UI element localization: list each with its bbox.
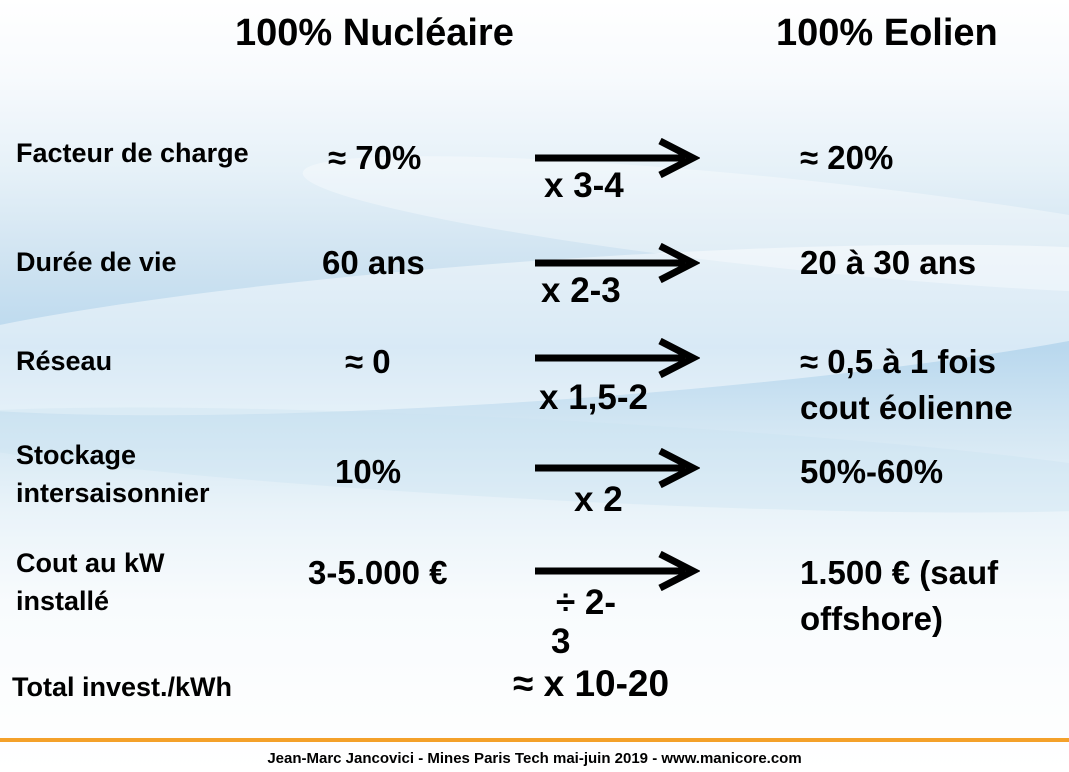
wind-value-lifetime: 20 à 30 ans	[800, 244, 977, 281]
footer-divider	[0, 738, 1069, 742]
row-label-load-factor: Facteur de charge	[16, 138, 249, 168]
arrow-right-icon	[535, 448, 700, 488]
factor-load-factor: x 3-4	[544, 166, 624, 205]
nuclear-value-lifetime: 60 ans	[322, 244, 425, 281]
row-label-storage-line1: Stockage	[16, 440, 137, 470]
row-label-lifetime: Durée de vie	[16, 247, 177, 277]
row-label-grid: Réseau	[16, 346, 113, 376]
factor-cost-line1: ÷ 2-	[556, 583, 617, 622]
factor-storage: x 2	[574, 480, 623, 519]
nuclear-value-load-factor: ≈ 70%	[328, 139, 422, 176]
arrow-right-icon	[535, 338, 700, 378]
header-wind: 100% Eolien	[776, 12, 998, 54]
wind-value-grid-line2: cout éolienne	[800, 389, 1013, 426]
nuclear-value-grid: ≈ 0	[345, 343, 391, 380]
arrow-right-icon	[535, 551, 700, 591]
arrow-right-icon	[535, 243, 700, 283]
total-label: Total invest./kWh	[12, 672, 233, 702]
footer-credit: Jean-Marc Jancovici - Mines Paris Tech m…	[267, 750, 802, 767]
row-label-cost-line1: Cout au kW	[16, 548, 165, 578]
nuclear-value-storage: 10%	[335, 453, 402, 490]
arrow-right-icon	[535, 138, 700, 178]
row-label-cost-line2: installé	[16, 586, 110, 616]
total-value: ≈ x 10-20	[513, 663, 670, 704]
factor-grid: x 1,5-2	[539, 378, 648, 417]
nuclear-value-cost: 3-5.000 €	[308, 554, 448, 591]
factor-lifetime: x 2-3	[541, 271, 621, 310]
header-nuclear: 100% Nucléaire	[235, 12, 514, 54]
wind-value-load-factor: ≈ 20%	[800, 139, 894, 176]
wind-value-storage: 50%-60%	[800, 453, 944, 490]
wind-value-cost-line2: offshore)	[800, 600, 943, 637]
wind-value-grid-line1: ≈ 0,5 à 1 fois	[800, 343, 997, 380]
wind-value-cost-line1: 1.500 € (sauf	[800, 554, 999, 591]
row-label-storage-line2: intersaisonnier	[16, 478, 210, 508]
factor-cost-line2: 3	[551, 622, 571, 661]
